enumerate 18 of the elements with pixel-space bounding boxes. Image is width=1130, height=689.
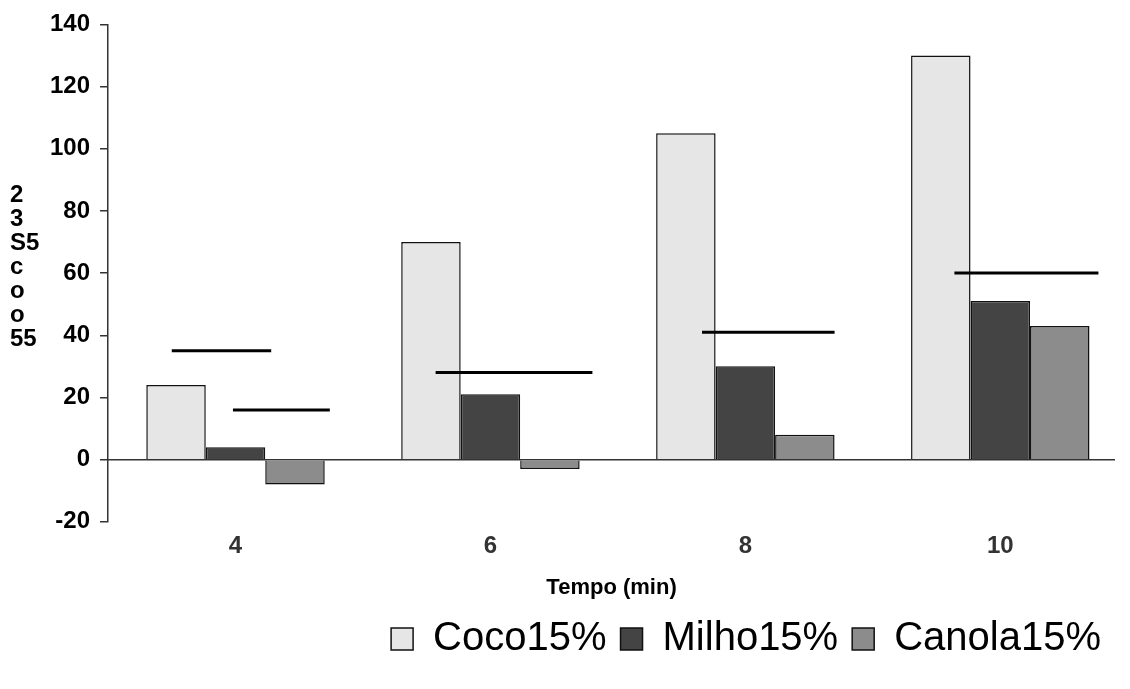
y-tick-label: 20 [63,382,91,410]
x-tick-label: 10 [986,530,1014,558]
y-tick-label: 40 [63,319,91,347]
legend-label: Milho15% [662,614,839,659]
x-tick-label: 8 [738,530,753,558]
y-tick-label: 0 [76,444,91,472]
y-tick-label: 60 [63,257,91,285]
y-tick-label: 120 [50,71,91,99]
y-tick-label: 140 [50,9,91,37]
y-axis-title: 2 3 S5 c o o 55 [10,179,40,351]
y-tick-label: -20 [55,506,91,534]
x-tick-label: 6 [483,530,498,558]
x-axis-title: Tempo (min) [546,573,677,599]
legend-label: Canola15% [894,614,1102,659]
y-tick-label: 80 [63,195,91,223]
x-tick-label: 4 [228,530,243,558]
legend-label: Coco15% [433,614,607,659]
y-tick-label: 100 [50,133,91,161]
